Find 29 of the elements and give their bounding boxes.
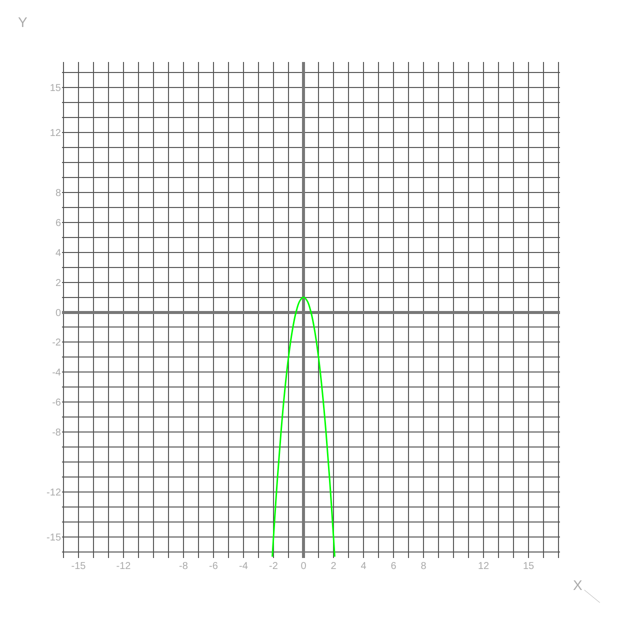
x-tick-label: -2 [269,561,278,572]
x-tick-label: -8 [179,561,188,572]
y-tick-label: 2 [55,278,62,289]
y-tick-label: -2 [52,338,62,349]
x-tick-label: -15 [71,561,86,572]
y-tick-label: 0 [55,308,62,319]
y-tick-label: -12 [46,488,62,499]
y-tick-label: 12 [50,128,62,139]
x-tick-label: 0 [300,561,307,572]
y-tick-label: 15 [50,82,62,94]
x-tick-label: 8 [420,561,427,572]
line-series [272,296,336,558]
y-tick-label: 4 [55,248,62,259]
y-tick-label: -8 [52,428,62,439]
x-tick-label: 12 [478,561,490,572]
x-tick-label: -6 [209,561,218,572]
x-tick-label: 2 [330,561,337,572]
x-tick-label: 6 [390,561,397,572]
x-tick-label: 15 [522,561,534,572]
x-tick-label: 4 [360,561,367,572]
x-tick-label: -4 [239,561,248,572]
y-tick-label: -6 [52,398,62,409]
y-tick-label: -4 [52,368,62,379]
y-tick-label: -15 [46,532,62,544]
y-axis-title: Y [18,14,28,30]
y-tick-label: 6 [55,218,62,229]
x-axis-title: X [573,577,583,593]
y-tick-label: 8 [55,188,62,199]
x-tick-label: -12 [116,561,132,572]
